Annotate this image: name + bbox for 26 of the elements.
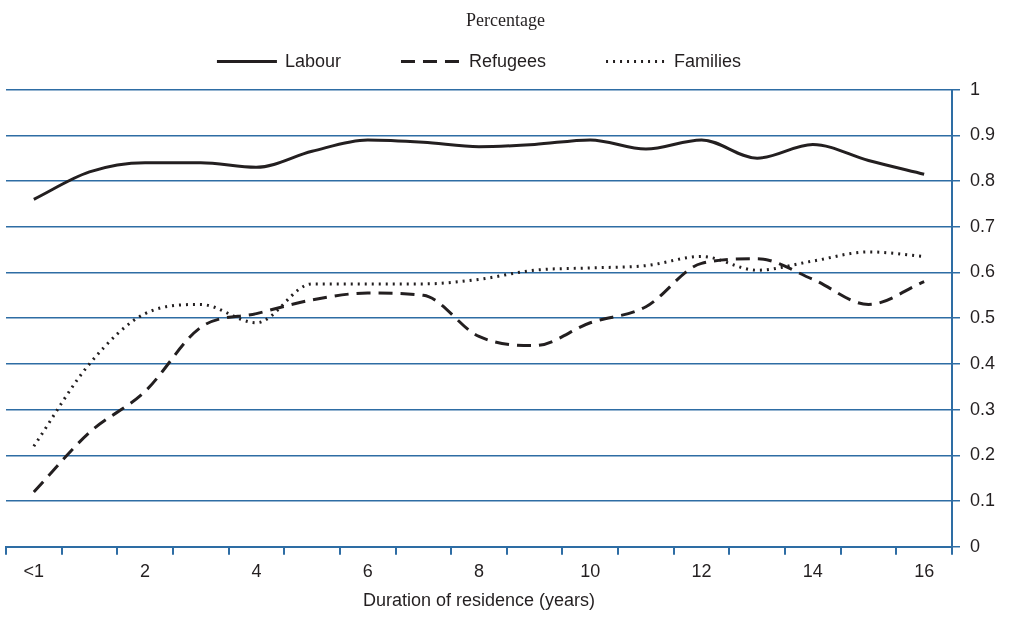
x-tick-label: 4 bbox=[251, 560, 262, 581]
y-tick-label: 0 bbox=[969, 535, 980, 556]
legend-label: Families bbox=[674, 50, 742, 71]
line-series bbox=[32, 138, 926, 201]
x-tick-label: 10 bbox=[580, 560, 601, 581]
y-tick-label: 0.4 bbox=[969, 352, 996, 373]
x-tick-label: 6 bbox=[362, 560, 373, 581]
x-tick-label: 14 bbox=[802, 560, 823, 581]
x-tick-label: <1 bbox=[23, 560, 45, 581]
legend-label: Refugees bbox=[468, 50, 547, 71]
x-tick-label: 8 bbox=[473, 560, 484, 581]
y-tick-label: 0.7 bbox=[969, 215, 996, 236]
x-tick-label: 2 bbox=[140, 560, 151, 581]
legend-label: Labour bbox=[284, 50, 341, 71]
y-tick-label: 0.1 bbox=[969, 490, 996, 511]
y-tick-label: 0.8 bbox=[969, 170, 996, 191]
y-tick-label: 0.6 bbox=[969, 261, 996, 282]
x-axis-title: Duration of residence (years) bbox=[362, 590, 596, 611]
y-tick-label: 0.5 bbox=[969, 307, 996, 328]
y-tick-label: 0.3 bbox=[969, 398, 996, 419]
y-tick-label: 0.2 bbox=[969, 444, 996, 465]
x-tick-label: 12 bbox=[691, 560, 712, 581]
y-tick-label: 0.9 bbox=[969, 124, 996, 145]
x-tick-label: 16 bbox=[914, 560, 935, 581]
y-tick-label: 1 bbox=[969, 78, 980, 99]
chart-title: Percentage bbox=[466, 9, 545, 30]
